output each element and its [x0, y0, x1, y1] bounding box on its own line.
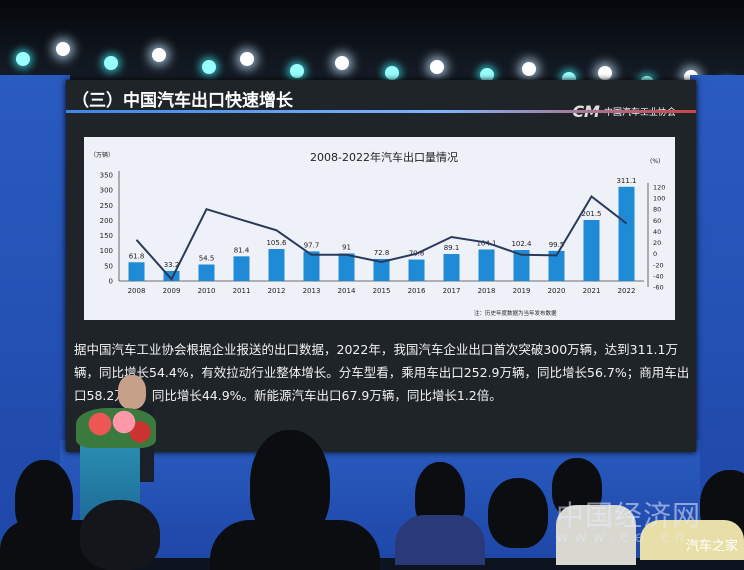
bar-data-label: 99.5 — [549, 241, 565, 249]
bar-data-label: 81.4 — [234, 246, 250, 254]
x-tick-label: 2013 — [303, 287, 321, 295]
bar-data-label: 33.2 — [164, 261, 180, 269]
stage-light — [480, 68, 494, 82]
audience-head — [488, 478, 548, 548]
logo-text: 中国汽车工业协会 — [603, 108, 676, 118]
bar — [233, 256, 250, 281]
right-tick-label: 0 — [653, 250, 657, 258]
speaker-head — [118, 375, 146, 409]
bar-data-label: 105.6 — [266, 239, 287, 247]
left-tick-label: 300 — [100, 187, 113, 195]
bar-data-label: 311.1 — [616, 177, 636, 185]
stage-light — [104, 56, 118, 70]
right-tick-label: 40 — [653, 228, 661, 236]
left-tick-label: 350 — [100, 172, 113, 180]
audience-shirt — [556, 505, 636, 565]
bar — [548, 250, 565, 281]
right-tick-label: 120 — [653, 184, 665, 192]
bar — [303, 251, 320, 281]
stage-light — [430, 60, 444, 74]
bar — [443, 254, 460, 281]
x-tick-label: 2011 — [233, 287, 251, 295]
stage-ceiling — [0, 0, 744, 80]
source-credit: 汽车之家 — [685, 539, 738, 554]
bar — [583, 219, 600, 281]
bar — [198, 264, 215, 281]
bar-data-label: 54.5 — [199, 254, 215, 262]
x-tick-label: 2012 — [268, 287, 286, 295]
bar — [338, 253, 355, 281]
flower-arrangement — [76, 408, 156, 448]
stage-light — [16, 52, 30, 66]
bar — [478, 249, 495, 281]
audience-shirt — [640, 520, 744, 560]
chart: 2008-2022年汽车出口量情况 （万辆） (%) 注：历史年度数据为当年发布… — [84, 137, 675, 320]
stage-light — [240, 52, 254, 66]
stage-light — [335, 56, 349, 70]
x-tick-label: 2016 — [408, 287, 426, 295]
presentation-slide: （三）中国汽车出口快速增长 CM中国汽车工业协会 2008-2022年汽车出口量… — [66, 80, 696, 452]
audience-shoulders — [210, 520, 380, 570]
x-tick-label: 2021 — [583, 287, 601, 295]
x-tick-label: 2010 — [198, 287, 216, 295]
stage-light — [290, 64, 304, 78]
x-tick-label: 2015 — [373, 287, 391, 295]
right-tick-label: -20 — [653, 261, 664, 269]
growth-rate-line — [135, 194, 628, 281]
bar — [163, 270, 180, 281]
bar — [408, 259, 425, 281]
title-divider — [66, 110, 696, 113]
slide-paragraph: 据中国汽车工业协会根据企业报送的出口数据，2022年，我国汽车企业出口首次突破3… — [74, 342, 690, 403]
slide-title: （三）中国汽车出口快速增长 — [72, 91, 293, 111]
x-tick-label: 2020 — [548, 287, 566, 295]
audience-shoulders — [395, 515, 485, 565]
bar — [513, 249, 530, 281]
bar-data-label: 201.5 — [581, 210, 601, 218]
stage-light — [152, 48, 166, 62]
bar-data-label: 91 — [342, 243, 351, 251]
bar-data-label: 89.1 — [444, 244, 460, 252]
stage-light — [385, 66, 399, 80]
watermark-url: www.ce.cn — [556, 528, 691, 546]
left-tick-label: 50 — [104, 262, 113, 270]
bar — [268, 249, 285, 281]
left-tick-label: 0 — [109, 278, 113, 286]
x-tick-label: 2014 — [338, 287, 356, 295]
left-tick-label: 150 — [100, 232, 113, 240]
left-axis-unit: （万辆） — [90, 151, 114, 159]
bar-data-label: 97.7 — [304, 241, 320, 249]
x-tick-label: 2022 — [618, 287, 636, 295]
right-axis-unit: (%) — [650, 158, 660, 165]
x-tick-label: 2008 — [128, 287, 146, 295]
bar — [373, 258, 390, 281]
x-tick-label: 2009 — [163, 287, 181, 295]
bar — [618, 186, 635, 281]
bar — [128, 262, 145, 281]
right-tick-label: 100 — [653, 195, 665, 203]
left-tick-label: 250 — [100, 202, 113, 210]
chart-note: 注：历史年度数据为当年发布数据 — [474, 309, 557, 317]
bar-data-label: 61.8 — [129, 252, 145, 260]
left-tick-label: 100 — [100, 247, 113, 255]
audience-head — [80, 500, 160, 570]
x-tick-label: 2019 — [513, 287, 531, 295]
right-tick-label: -60 — [653, 284, 664, 292]
x-tick-label: 2018 — [478, 287, 496, 295]
stage-light — [598, 66, 612, 80]
right-tick-label: 80 — [653, 206, 661, 214]
right-tick-label: -40 — [653, 272, 664, 280]
stage-light — [202, 60, 216, 74]
right-tick-label: 20 — [653, 239, 661, 247]
stage-light — [522, 62, 536, 76]
bar-data-label: 102.4 — [511, 240, 532, 248]
x-tick-label: 2017 — [443, 287, 461, 295]
export-chart-svg: 2008-2022年汽车出口量情况 （万辆） (%) 注：历史年度数据为当年发布… — [90, 150, 665, 317]
watermark: 中国经济网 — [556, 499, 702, 532]
stage-light — [56, 42, 70, 56]
left-tick-label: 200 — [100, 217, 113, 225]
chart-title: 2008-2022年汽车出口量情况 — [310, 150, 458, 164]
bar-data-label: 72.8 — [374, 249, 390, 257]
right-tick-label: 60 — [653, 217, 661, 225]
